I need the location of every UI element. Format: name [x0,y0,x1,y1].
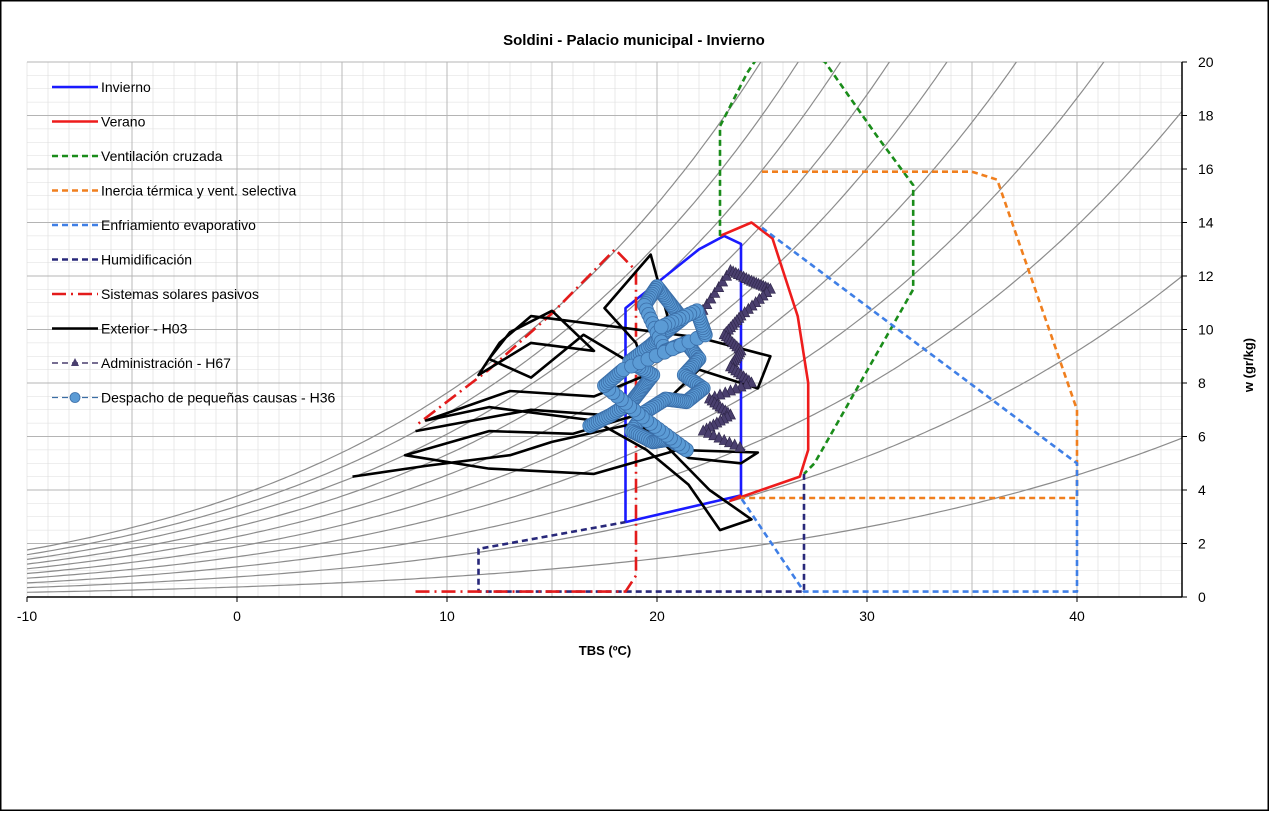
series-inercia-t-rmica-y-vent-selectiva [741,170,1079,500]
legend-item: Sistemas solares pasivos [52,286,259,302]
y-axis-label: w (gr/kg) [1241,338,1256,393]
y-tick-label: 20 [1198,54,1214,70]
y-tick-label: 8 [1198,375,1206,391]
y-tick-label: 18 [1198,108,1214,124]
legend-marker [71,358,79,366]
series-enfriamiento-evaporativo [739,226,1079,593]
series-line [741,170,1079,500]
x-tick-label: 20 [649,608,665,624]
legend: Invierno Verano Ventilación cruzada Inercia… [52,79,335,406]
x-tick-label: 0 [233,608,241,624]
series-line [719,221,810,502]
rh-curve [27,62,891,565]
y-tick-label: 16 [1198,161,1214,177]
data-point [734,440,746,452]
legend-marker [69,392,81,403]
x-tick-labels: -10 0 10 20 30 40 [17,597,1085,624]
legend-label: Exterior - H03 [101,321,188,337]
rh-curve [27,275,1182,589]
y-tick-labels: 0 2 4 6 8 10 12 14 16 18 20 [1182,54,1214,605]
data-point [717,275,729,287]
y-tick-label: 4 [1198,482,1206,498]
rh-curve [27,62,1018,575]
rh-curve [27,62,1105,579]
y-tick-label: 6 [1198,429,1206,445]
x-tick-label: 40 [1069,608,1085,624]
rh-curve [27,437,1182,593]
legend-item: Verano [52,114,146,130]
x-tick-label: -10 [17,608,37,624]
data-point [709,286,721,298]
series-sistemas-solares-pasivos [414,248,638,593]
legend-item: Administración - H67 [52,355,231,371]
legend-item: Inercia térmica y vent. selectiva [52,183,297,199]
legend-label: Verano [101,114,146,130]
y-tick-label: 2 [1198,536,1206,552]
rh-curve [27,62,799,556]
legend-label: Ventilación cruzada [101,148,223,164]
legend-item: Exterior - H03 [52,321,188,337]
legend-label: Sistemas solares pasivos [101,286,259,302]
legend-label: Humidificación [101,252,192,268]
rh-curve [27,62,842,560]
data-point [713,281,725,293]
legend-label: Inercia térmica y vent. selectiva [101,183,297,199]
rh-curves [27,62,1182,593]
chart-title: Soldini - Palacio municipal - Invierno [503,32,765,49]
legend-label: Invierno [101,79,151,95]
series-verano [719,221,810,502]
series-line [739,226,1079,593]
legend-item: Despacho de pequeñas causas - H36 [52,390,335,406]
legend-label: Enfriamiento evaporativo [101,217,256,233]
legend-item: Humidificación [52,252,192,268]
legend-item: Enfriamiento evaporativo [52,217,256,233]
data-point [653,319,669,335]
rh-curve [27,62,948,570]
data-point [705,292,717,304]
series-line [414,248,638,593]
series-layer [352,62,1079,593]
y-tick-label: 12 [1198,268,1214,284]
legend-label: Administración - H67 [101,355,231,371]
legend-label: Despacho de pequeñas causas - H36 [101,390,335,406]
y-tick-label: 0 [1198,589,1206,605]
legend-item: Ventilación cruzada [52,148,223,164]
x-axis-label: TBS (ºC) [579,643,631,658]
series-despacho-de-peque-as-causas-h36 [582,279,713,458]
x-tick-label: 10 [439,608,455,624]
rh-curve [27,62,762,551]
y-tick-label: 10 [1198,322,1214,338]
legend-item: Invierno [52,79,151,95]
rh-curve [27,110,1182,584]
data-point [701,298,713,310]
x-tick-label: 30 [859,608,875,624]
y-tick-label: 14 [1198,215,1214,231]
